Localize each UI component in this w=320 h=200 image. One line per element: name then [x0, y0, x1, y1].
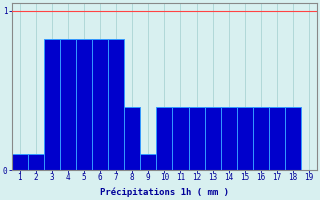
- Bar: [156, 107, 172, 170]
- Bar: [221, 107, 237, 170]
- Bar: [237, 107, 253, 170]
- Bar: [269, 107, 285, 170]
- Bar: [28, 154, 44, 170]
- Bar: [44, 39, 60, 170]
- Bar: [92, 39, 108, 170]
- Bar: [253, 107, 269, 170]
- Bar: [124, 107, 140, 170]
- Bar: [60, 39, 76, 170]
- Bar: [108, 39, 124, 170]
- X-axis label: Précipitations 1h ( mm ): Précipitations 1h ( mm ): [100, 188, 229, 197]
- Bar: [285, 107, 301, 170]
- Bar: [204, 107, 221, 170]
- Bar: [140, 154, 156, 170]
- Bar: [188, 107, 204, 170]
- Bar: [172, 107, 188, 170]
- Bar: [76, 39, 92, 170]
- Bar: [12, 154, 28, 170]
